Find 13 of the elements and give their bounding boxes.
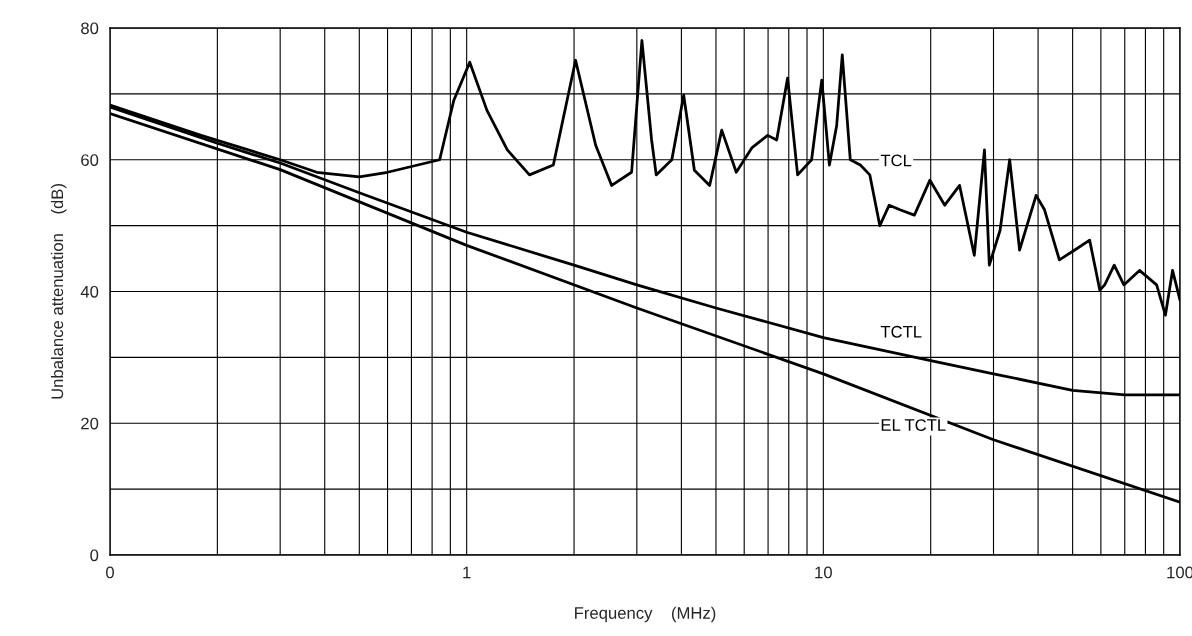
series-label: EL TCTL [881, 419, 946, 431]
y-tick-label: 80 [81, 22, 99, 35]
y-tick-label: 0 [90, 549, 99, 562]
y-tick-label: 20 [81, 417, 99, 430]
x-tick-label: 0 [106, 566, 114, 579]
series-label: TCTL [880, 325, 922, 338]
y-tick-label: 40 [80, 285, 99, 298]
series-label: TCL [880, 154, 912, 167]
x-tick-label: 10 [815, 566, 832, 579]
x-axis-title: Frequency (MHz) [575, 606, 716, 623]
x-tick-label: 1 [463, 566, 471, 579]
y-axis-title: Unbalance attenuation (dB) [50, 184, 67, 399]
y-tick-label: 60 [81, 154, 99, 166]
